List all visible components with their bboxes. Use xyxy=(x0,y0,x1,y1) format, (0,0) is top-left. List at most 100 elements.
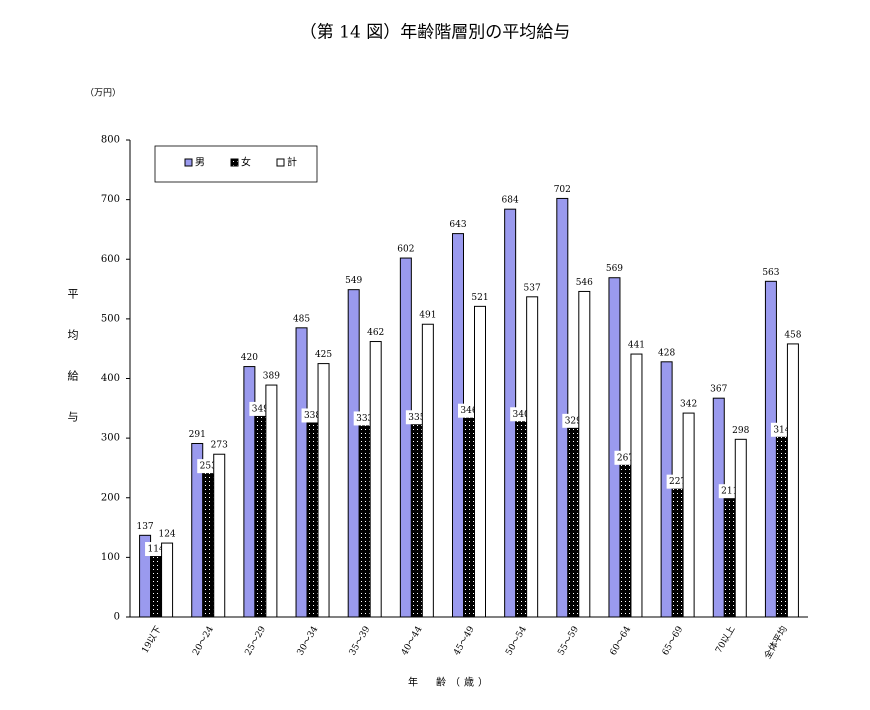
data-label: 546 xyxy=(576,278,593,288)
bar xyxy=(660,361,673,618)
data-label: 684 xyxy=(502,196,519,206)
bar xyxy=(764,280,777,618)
data-label: 485 xyxy=(293,314,310,324)
bar xyxy=(526,296,539,618)
data-label: 389 xyxy=(263,372,280,382)
bar xyxy=(556,197,569,618)
y-tick-label: 300 xyxy=(101,433,120,444)
legend-swatch xyxy=(276,158,285,167)
data-label: 537 xyxy=(524,283,541,293)
bar xyxy=(786,343,799,618)
x-tick-label: 30～34 xyxy=(296,625,321,658)
bar xyxy=(213,453,226,618)
y-tick-label: 200 xyxy=(101,492,120,503)
data-label: 549 xyxy=(345,276,362,286)
bar xyxy=(567,420,580,618)
data-label: 702 xyxy=(554,185,571,195)
data-label: 114 xyxy=(147,545,164,555)
bar xyxy=(619,457,632,618)
data-label: 124 xyxy=(158,530,175,540)
bar xyxy=(421,323,434,618)
data-label: 267 xyxy=(617,453,634,463)
data-label: 420 xyxy=(241,353,258,363)
x-tick-label: 20～24 xyxy=(191,625,216,658)
y-tick-label: 700 xyxy=(101,194,120,205)
data-label: 227 xyxy=(669,477,686,487)
legend-swatch xyxy=(184,158,193,167)
bar xyxy=(608,277,621,618)
data-label: 346 xyxy=(460,406,477,416)
bar xyxy=(369,341,382,618)
data-label: 314 xyxy=(773,425,790,435)
legend-swatch xyxy=(230,158,239,167)
data-label: 342 xyxy=(680,400,697,410)
data-label: 367 xyxy=(710,385,727,395)
y-tick-label: 0 xyxy=(114,612,120,623)
data-label: 462 xyxy=(367,328,384,338)
bar xyxy=(578,290,591,618)
data-label: 643 xyxy=(449,220,466,230)
data-label: 340 xyxy=(513,410,530,420)
data-label: 298 xyxy=(732,426,749,436)
bar xyxy=(161,542,174,618)
y-tick-label: 100 xyxy=(101,552,120,563)
x-tick-label: 50～54 xyxy=(504,625,529,658)
data-label: 338 xyxy=(304,411,321,421)
bar xyxy=(347,289,360,618)
x-tick-label: 全体平均 xyxy=(761,624,789,661)
data-label: 428 xyxy=(658,348,675,358)
data-label: 569 xyxy=(606,264,623,274)
y-unit: （万円） xyxy=(85,88,121,99)
y-tick-label: 800 xyxy=(101,135,120,146)
data-label: 425 xyxy=(315,350,332,360)
bar xyxy=(682,412,695,618)
data-label: 563 xyxy=(762,268,779,278)
bar xyxy=(410,416,423,618)
legend-label: 計 xyxy=(287,156,297,169)
bar xyxy=(712,397,725,618)
bar xyxy=(671,481,684,618)
y-axis-label: 平均給与 xyxy=(66,288,79,452)
bar xyxy=(254,408,267,618)
bar xyxy=(265,384,278,618)
data-label: 333 xyxy=(356,414,373,424)
bar xyxy=(399,257,412,618)
bar xyxy=(202,465,215,618)
x-tick-label: 19以下 xyxy=(140,625,163,656)
data-label: 253 xyxy=(200,462,217,472)
bar xyxy=(295,327,308,618)
x-tick-label: 35～39 xyxy=(348,625,373,658)
bar xyxy=(452,233,464,618)
bar xyxy=(150,548,163,618)
data-label: 329 xyxy=(565,416,582,426)
x-tick-label: 40～44 xyxy=(400,625,425,658)
bar xyxy=(734,438,747,618)
x-tick-label: 70以上 xyxy=(713,624,737,655)
data-label: 291 xyxy=(189,430,206,440)
bar xyxy=(306,414,319,618)
data-label: 491 xyxy=(419,311,436,321)
y-tick-label: 600 xyxy=(101,254,120,265)
bar xyxy=(474,305,486,618)
data-label: 335 xyxy=(408,413,425,423)
data-label: 602 xyxy=(397,245,414,255)
bar xyxy=(515,413,528,618)
data-label: 441 xyxy=(628,341,645,351)
bar xyxy=(463,410,475,618)
bar xyxy=(723,490,736,618)
x-tick-label: 45～49 xyxy=(452,625,477,658)
bar xyxy=(358,417,371,618)
y-tick-label: 400 xyxy=(101,373,120,384)
legend-label: 男 xyxy=(195,157,205,169)
x-tick-label: 65～69 xyxy=(661,625,686,658)
x-axis-label: 年 齢（歳） xyxy=(408,676,492,689)
x-tick-label: 55～59 xyxy=(556,625,581,658)
data-label: 458 xyxy=(784,330,801,340)
data-label: 211 xyxy=(721,487,738,497)
bar xyxy=(630,353,643,618)
x-tick-label: 60～64 xyxy=(609,625,634,658)
legend-label: 女 xyxy=(241,156,251,169)
y-tick-label: 500 xyxy=(101,313,120,324)
chart-title: （第 14 図）年齢階層別の平均給与 xyxy=(300,23,570,43)
